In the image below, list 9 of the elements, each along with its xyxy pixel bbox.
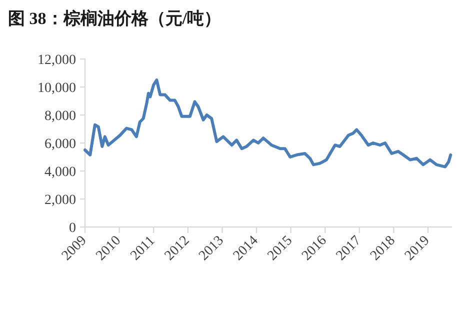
y-tick-label: 8,000 (44, 109, 76, 124)
y-tick-label: 10,000 (38, 81, 76, 96)
chart-title: 图 38：棕榈油价格（元/吨） (8, 9, 221, 28)
y-tick-label: 12,000 (38, 53, 76, 68)
y-tick-label: 6,000 (44, 137, 76, 152)
y-tick-label: 0 (69, 221, 76, 236)
line-series (84, 78, 452, 168)
y-tick-label: 4,000 (44, 165, 76, 180)
y-tick-label: 2,000 (44, 193, 76, 208)
